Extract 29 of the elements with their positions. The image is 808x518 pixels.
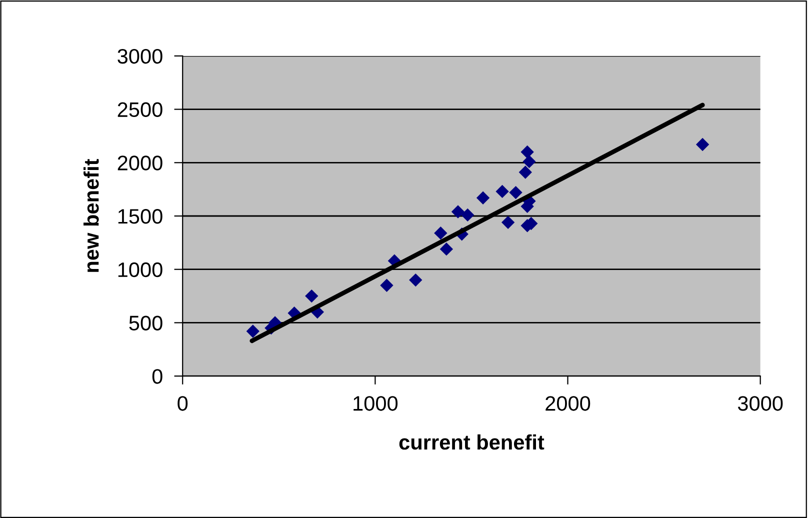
point: [461, 208, 474, 222]
y-axis-title: new benefit: [84, 158, 99, 272]
x-axis-title: current benefit: [399, 434, 544, 450]
y-tick-label: 0: [152, 369, 162, 384]
point: [451, 205, 465, 218]
point: [434, 226, 448, 240]
x-tick-label: 3000: [738, 396, 783, 411]
point: [518, 166, 532, 179]
point: [501, 216, 515, 229]
point: [380, 278, 394, 292]
x-tick-label: 2000: [546, 396, 590, 411]
y-tick-label: 2000: [118, 156, 162, 170]
point: [476, 191, 490, 204]
point: [520, 145, 534, 159]
y-tick-label: 1000: [118, 262, 162, 278]
point: [440, 242, 454, 256]
y-tick-label: 2500: [118, 102, 162, 118]
point: [409, 273, 422, 287]
point: [696, 138, 710, 152]
point: [509, 186, 522, 200]
y-tick-label: 3000: [118, 48, 162, 64]
point: [246, 324, 260, 338]
point: [522, 154, 536, 168]
point: [305, 289, 318, 303]
x-tick-label: 0: [178, 396, 188, 411]
y-tick-label: 500: [129, 316, 162, 330]
point: [496, 184, 509, 198]
x-tick-label: 1000: [354, 396, 398, 411]
y-tick-label: 1500: [118, 209, 162, 224]
